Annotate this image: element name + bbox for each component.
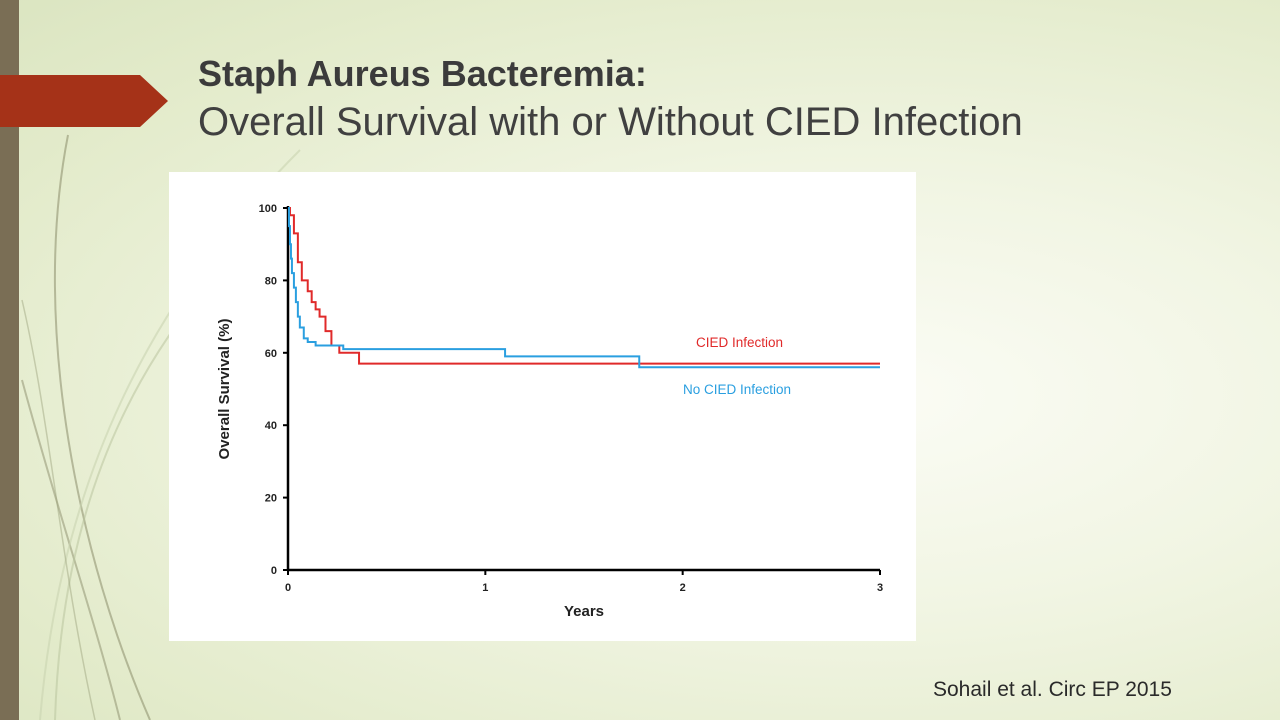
y-tick-label: 0 [271, 565, 277, 577]
x-tick-label: 2 [680, 582, 686, 594]
slide-title: Staph Aureus Bacteremia: Overall Surviva… [198, 50, 1258, 146]
series-line-cied-infection [288, 207, 880, 365]
title-subtitle-line: Overall Survival with or Without CIED In… [198, 100, 1023, 144]
left-decorative-bar [0, 0, 19, 720]
x-tick-label: 1 [482, 582, 488, 594]
y-tick-label: 80 [265, 275, 277, 287]
series-label-no-cied-infection: No CIED Infection [683, 382, 791, 397]
y-tick-label: 60 [265, 348, 277, 360]
y-tick-label: 40 [265, 420, 277, 432]
series-label-cied-infection: CIED Infection [696, 335, 783, 350]
title-accent-arrow [0, 75, 168, 127]
y-tick-label: 20 [265, 493, 277, 505]
title-bold-line: Staph Aureus Bacteremia: [198, 53, 647, 94]
series-line-no-cied-infection [287, 207, 880, 369]
survival-chart: 0 20 40 60 80 100 0 1 2 3 Years Overall Survival (%… [216, 203, 883, 620]
y-axis-label: Overall Survival (%) [216, 319, 233, 460]
y-tick-label: 100 [259, 203, 277, 215]
chart-panel: 0 20 40 60 80 100 0 1 2 3 Years Overall Survival (%… [169, 172, 916, 641]
x-tick-label: 0 [285, 582, 291, 594]
citation: Sohail et al. Circ EP 2015 [933, 678, 1172, 701]
x-axis-label: Years [564, 603, 604, 620]
x-tick-label: 3 [877, 582, 883, 594]
